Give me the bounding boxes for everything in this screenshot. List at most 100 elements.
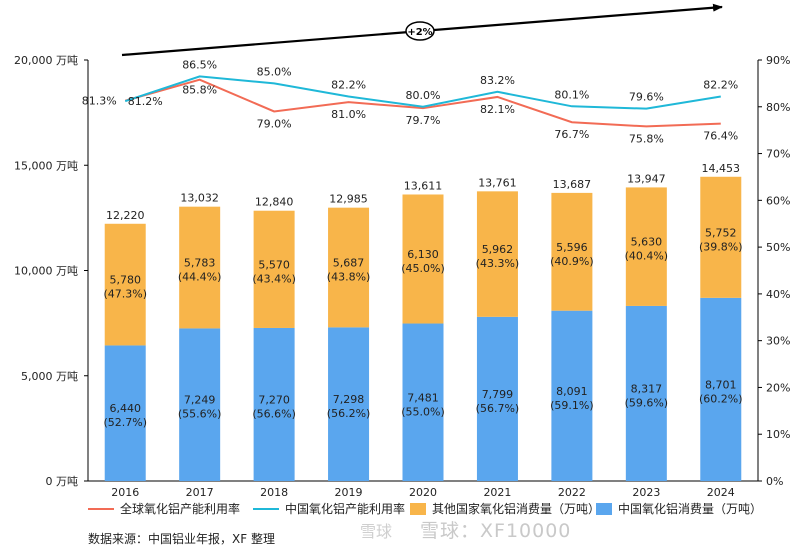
data-label-other-value: 5,596 — [556, 241, 588, 254]
y-right-tick-label: 40% — [766, 288, 790, 301]
data-label-total: 12,985 — [329, 193, 368, 206]
y-right-tick-label: 70% — [766, 148, 790, 161]
data-label-china-value: 8,317 — [631, 382, 663, 395]
y-right-tick-label: 60% — [766, 194, 790, 207]
legend-item-global-utilization: 全球氧化铝产能利用率 — [88, 500, 240, 517]
line-label-global-utilization: 81.3% — [82, 95, 117, 108]
x-tick-label: 2021 — [483, 486, 511, 499]
y-right-tick-label: 30% — [766, 335, 790, 348]
bar-china-consumption — [700, 297, 742, 481]
legend-label-other-consumption: 其他国家氧化铝消费量（万吨） — [432, 502, 601, 516]
legend-label-china-consumption: 中国氧化铝消费量（万吨） — [618, 502, 763, 516]
y-right-tick-label: 50% — [766, 241, 790, 254]
bar-other-consumption — [625, 187, 667, 306]
bar-other-consumption — [551, 192, 593, 311]
data-label-other-share: (47.3%) — [103, 288, 147, 301]
x-tick-label: 2023 — [632, 486, 660, 499]
y-right-tick-label: 10% — [766, 428, 790, 441]
line-label-global-utilization: 76.4% — [703, 130, 738, 143]
data-label-china-value: 7,298 — [333, 393, 365, 406]
bar-other-consumption — [700, 176, 742, 298]
line-label-china-utilization: 80.1% — [554, 88, 589, 101]
y-right-tick-label: 0% — [766, 475, 783, 488]
line-label-china-utilization: 83.2% — [480, 74, 515, 87]
data-label-total: 13,947 — [627, 172, 666, 185]
data-label-china-share: (56.6%) — [252, 407, 296, 420]
data-label-other-share: (45.0%) — [401, 262, 445, 275]
data-label-china-value: 8,701 — [705, 378, 737, 391]
line-label-china-utilization: 82.2% — [703, 78, 738, 91]
watermark: 雪球：XF10000 — [420, 520, 572, 542]
legend-label-china-utilization: 中国氧化铝产能利用率 — [285, 502, 406, 516]
data-label-china-value: 7,249 — [184, 394, 216, 407]
line-label-china-utilization: 82.2% — [331, 78, 366, 91]
y-right-tick-label: 80% — [766, 101, 790, 114]
data-label-china-share: (59.6%) — [625, 396, 669, 409]
data-label-other-value: 5,570 — [258, 258, 290, 271]
bar-china-consumption — [402, 323, 444, 481]
legend: 全球氧化铝产能利用率 中国氧化铝产能利用率 其他国家氧化铝消费量（万吨） 中国氧… — [88, 500, 788, 520]
x-tick-label: 2017 — [186, 486, 214, 499]
data-label-total: 14,453 — [702, 162, 741, 175]
bar-china-consumption — [625, 305, 667, 481]
data-label-china-share: (55.6%) — [178, 408, 222, 421]
y-left-tick-label: 10,000 万吨 — [14, 265, 78, 278]
line-label-china-utilization: 81.2% — [128, 95, 163, 108]
line-label-global-utilization: 81.0% — [331, 108, 366, 121]
source-note: 数据来源：中国铝业年报，XF 整理 — [88, 532, 275, 546]
x-tick-label: 2019 — [335, 486, 363, 499]
y-left-tick-label: 20,000 万吨 — [14, 54, 78, 67]
bar-china-consumption — [476, 316, 518, 481]
watermark-logo-text: 雪球 — [360, 522, 393, 541]
x-tick-label: 2018 — [260, 486, 288, 499]
data-label-other-value: 5,687 — [333, 257, 365, 270]
legend-swatch-other-consumption — [410, 502, 426, 515]
data-label-other-share: (43.4%) — [252, 272, 296, 285]
legend-swatch-china-utilization — [253, 507, 279, 510]
data-label-other-share: (40.4%) — [625, 250, 669, 263]
data-label-total: 13,611 — [404, 179, 443, 192]
bar-china-consumption — [179, 328, 221, 481]
line-label-global-utilization: 85.8% — [182, 84, 217, 97]
line-china-utilization — [124, 75, 721, 110]
data-label-china-share: (59.1%) — [550, 399, 594, 412]
legend-item-other-consumption: 其他国家氧化铝消费量（万吨） — [410, 500, 600, 517]
data-label-total: 13,761 — [478, 176, 517, 189]
data-label-other-value: 6,130 — [407, 248, 439, 261]
bar-other-consumption — [476, 191, 518, 317]
bar-other-consumption — [328, 207, 370, 328]
bar-china-consumption — [551, 310, 593, 481]
y-right-tick-label: 90% — [766, 54, 790, 67]
line-label-china-utilization: 79.6% — [629, 91, 664, 104]
data-label-other-share: (44.4%) — [178, 271, 222, 284]
trend-arrow: +2% — [121, 3, 723, 57]
data-label-china-value: 7,799 — [482, 388, 514, 401]
line-label-global-utilization: 79.7% — [406, 114, 441, 127]
data-label-total: 12,220 — [106, 209, 145, 222]
data-label-other-share: (43.8%) — [327, 271, 371, 284]
bar-other-consumption — [402, 194, 444, 324]
data-label-other-value: 5,962 — [482, 243, 514, 256]
data-label-total: 13,032 — [180, 192, 219, 205]
line-label-global-utilization: 82.1% — [480, 103, 515, 116]
data-labels: 6,440(52.7%) 5,780(47.3%) 12,220 7,249(55.6… — [82, 58, 743, 429]
data-label-other-share: (40.9%) — [550, 255, 594, 268]
x-tick-label: 2020 — [409, 486, 437, 499]
line-label-china-utilization: 80.0% — [406, 89, 441, 102]
bar-china-consumption — [104, 345, 146, 481]
data-label-china-share: (60.2%) — [699, 392, 743, 405]
data-label-other-value: 5,780 — [109, 274, 141, 287]
axes: 0 万吨 5,000 万吨 10,000 万吨 15,000 万吨 20,000 万吨 0… — [14, 54, 790, 499]
data-label-china-value: 7,270 — [258, 393, 290, 406]
line-label-china-utilization: 86.5% — [182, 58, 217, 71]
line-label-china-utilization: 85.0% — [257, 65, 292, 78]
trend-annotation: +2% — [407, 27, 432, 38]
data-label-other-value: 5,783 — [184, 257, 216, 270]
data-label-china-share: (56.7%) — [476, 402, 520, 415]
y-left-tick-label: 5,000 万吨 — [21, 370, 78, 383]
line-label-global-utilization: 76.7% — [554, 128, 589, 141]
bars — [104, 176, 742, 481]
bar-china-consumption — [328, 327, 370, 481]
data-label-china-value: 7,481 — [407, 391, 439, 404]
